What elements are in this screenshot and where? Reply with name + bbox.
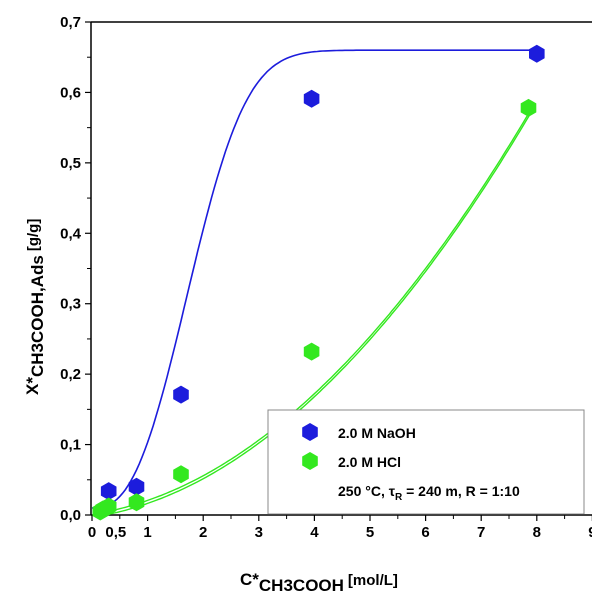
y-axis-title-main: X* (23, 377, 42, 395)
data-point-naoh (173, 385, 189, 404)
y-axis-title: X*CH3COOH,Ads [g/g] (23, 219, 47, 395)
y-tick-label: 0,7 (60, 14, 81, 31)
legend-box (267, 409, 585, 515)
data-point-naoh (529, 44, 545, 63)
legend-label-naoh: 2.0 M NaOH (338, 425, 416, 441)
x-tick-label: 8 (533, 524, 541, 541)
data-point-hcl (520, 98, 537, 117)
y-tick-label: 0,5 (60, 155, 81, 172)
data-point-naoh (128, 477, 145, 496)
x-axis-title-unit: [mol/L] (348, 572, 398, 589)
data-point-hcl (100, 497, 117, 516)
x-axis-title: C*CH3COOH [mol/L] (240, 570, 398, 595)
fit-curve-naoh (91, 49, 540, 509)
annotation-suffix: = 240 m, R = 1:10 (402, 483, 520, 499)
annotation-prefix: 250 °C, τ (338, 483, 396, 499)
x-tick-label: 1 (143, 524, 151, 541)
x-axis-title-main: C* (240, 570, 259, 589)
data-point-hcl (173, 465, 189, 484)
axes: 0 1 2 3 4 5 6 7 8 9 0,5 0,0 0,1 0,2 0,3 0,4 0,5 0,6 0,7 (60, 14, 592, 541)
y-tick-label: 0,1 (60, 437, 81, 454)
x-tick-label: 3 (255, 524, 263, 541)
y-tick-label: 0,2 (60, 366, 81, 383)
y-tick-label: 0,6 (60, 84, 81, 101)
legend-annotation: 250 °C, τR = 240 m, R = 1:10 (338, 483, 520, 503)
y-tick-label: 0,0 (60, 507, 81, 524)
legend-marker-naoh (302, 423, 318, 441)
annotation-sub: R (395, 492, 403, 503)
legend-marker-hcl (302, 452, 318, 470)
data-point-naoh (303, 89, 320, 108)
x-tick-label: 4 (310, 524, 319, 541)
data-point-naoh (100, 482, 117, 501)
x-tick-label: 7 (477, 524, 485, 541)
y-axis-title-sub: CH3COOH,Ads (28, 255, 47, 377)
x-tick-label-extra: 0,5 (105, 524, 126, 541)
x-tick-label: 5 (366, 524, 374, 541)
y-axis-title-unit: [g/g] (25, 219, 42, 251)
fit-curve-hcl (97, 108, 532, 515)
x-axis-title-sub: CH3COOH (259, 576, 344, 595)
x-tick-label: 0 (88, 524, 96, 541)
y-tick-label: 0,3 (60, 296, 81, 313)
fit-curve-hcl (97, 111, 532, 518)
x-tick-label: 2 (199, 524, 207, 541)
data-point-hcl (128, 493, 145, 512)
data-point-hcl (303, 342, 320, 361)
x-tick-label: 9 (588, 524, 592, 541)
legend-label-hcl: 2.0 M HCl (338, 454, 401, 470)
x-tick-label: 6 (421, 524, 429, 541)
series-layer (91, 44, 545, 521)
legend: 2.0 M NaOH 2.0 M HCl 250 °C, τR = 240 m,… (267, 409, 585, 515)
y-tick-label: 0,4 (60, 225, 82, 242)
